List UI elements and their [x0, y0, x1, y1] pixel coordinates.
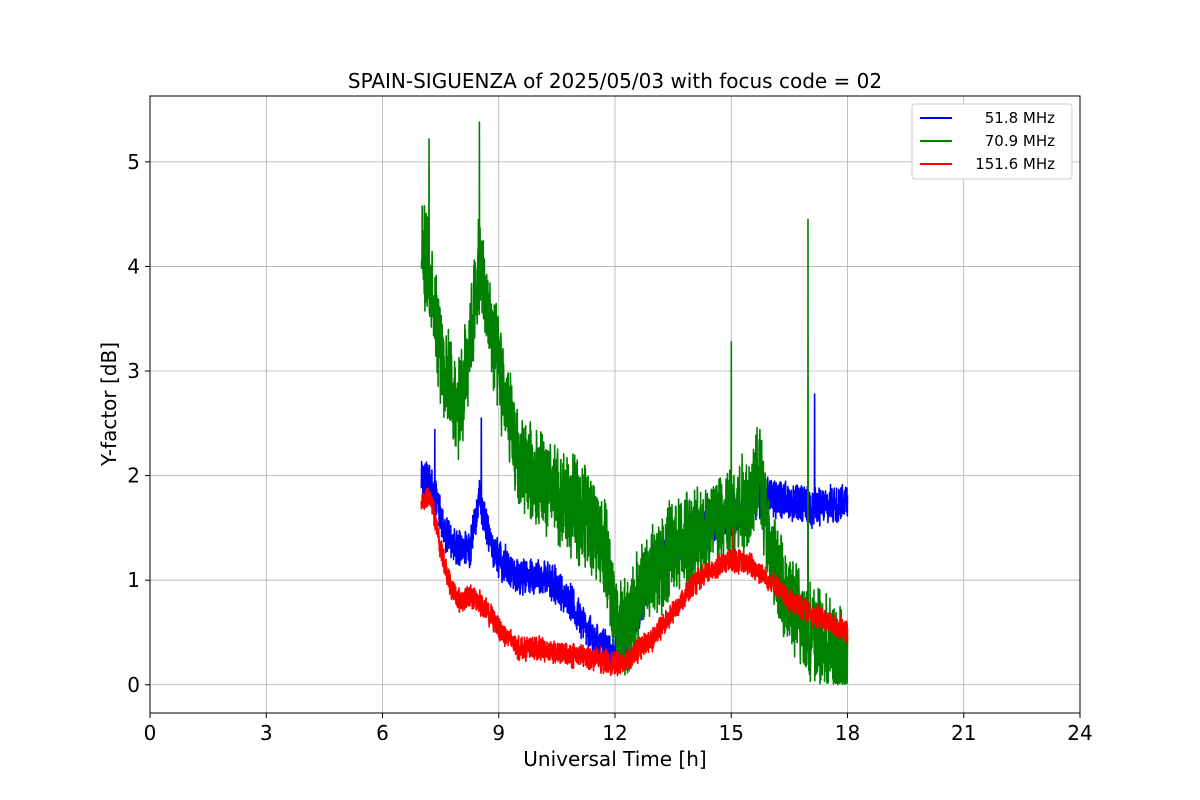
x-tick-label: 3	[260, 721, 273, 745]
y-tick-label: 3	[127, 359, 140, 383]
y-axis-ticks: 0 1 2 3 4 5	[127, 150, 150, 697]
x-tick-label: 24	[1067, 721, 1092, 745]
y-tick-label: 0	[127, 673, 140, 697]
y-tick-label: 4	[127, 254, 140, 278]
x-axis-title: Universal Time [h]	[523, 747, 706, 771]
legend-box	[911, 103, 1073, 180]
y-tick-label: 1	[127, 568, 140, 592]
x-tick-label: 15	[719, 721, 744, 745]
x-tick-label: 18	[835, 721, 860, 745]
x-tick-label: 0	[144, 721, 157, 745]
x-tick-label: 21	[951, 721, 976, 745]
y-tick-label: 5	[127, 150, 140, 174]
x-tick-label: 12	[602, 721, 627, 745]
series-layer	[420, 121, 849, 686]
legend-label: 70.9 MHz	[985, 132, 1055, 150]
legend-label: 151.6 MHz	[975, 155, 1055, 173]
x-tick-label: 9	[492, 721, 505, 745]
y-tick-label: 2	[127, 464, 140, 488]
chart-title: SPAIN-SIGUENZA of 2025/05/03 with focus …	[348, 69, 882, 93]
x-tick-label: 6	[376, 721, 389, 745]
y-axis-title: Y-factor [dB]	[97, 342, 121, 467]
series-line-3	[420, 487, 849, 677]
legend-label: 51.8 MHz	[985, 109, 1055, 127]
x-axis-ticks: 0 3 6 9 12 15 18 21 24	[144, 713, 1093, 745]
series-line-2	[420, 121, 849, 686]
legend: 51.8 MHz 70.9 MHz 151.6 MHz	[911, 103, 1073, 180]
